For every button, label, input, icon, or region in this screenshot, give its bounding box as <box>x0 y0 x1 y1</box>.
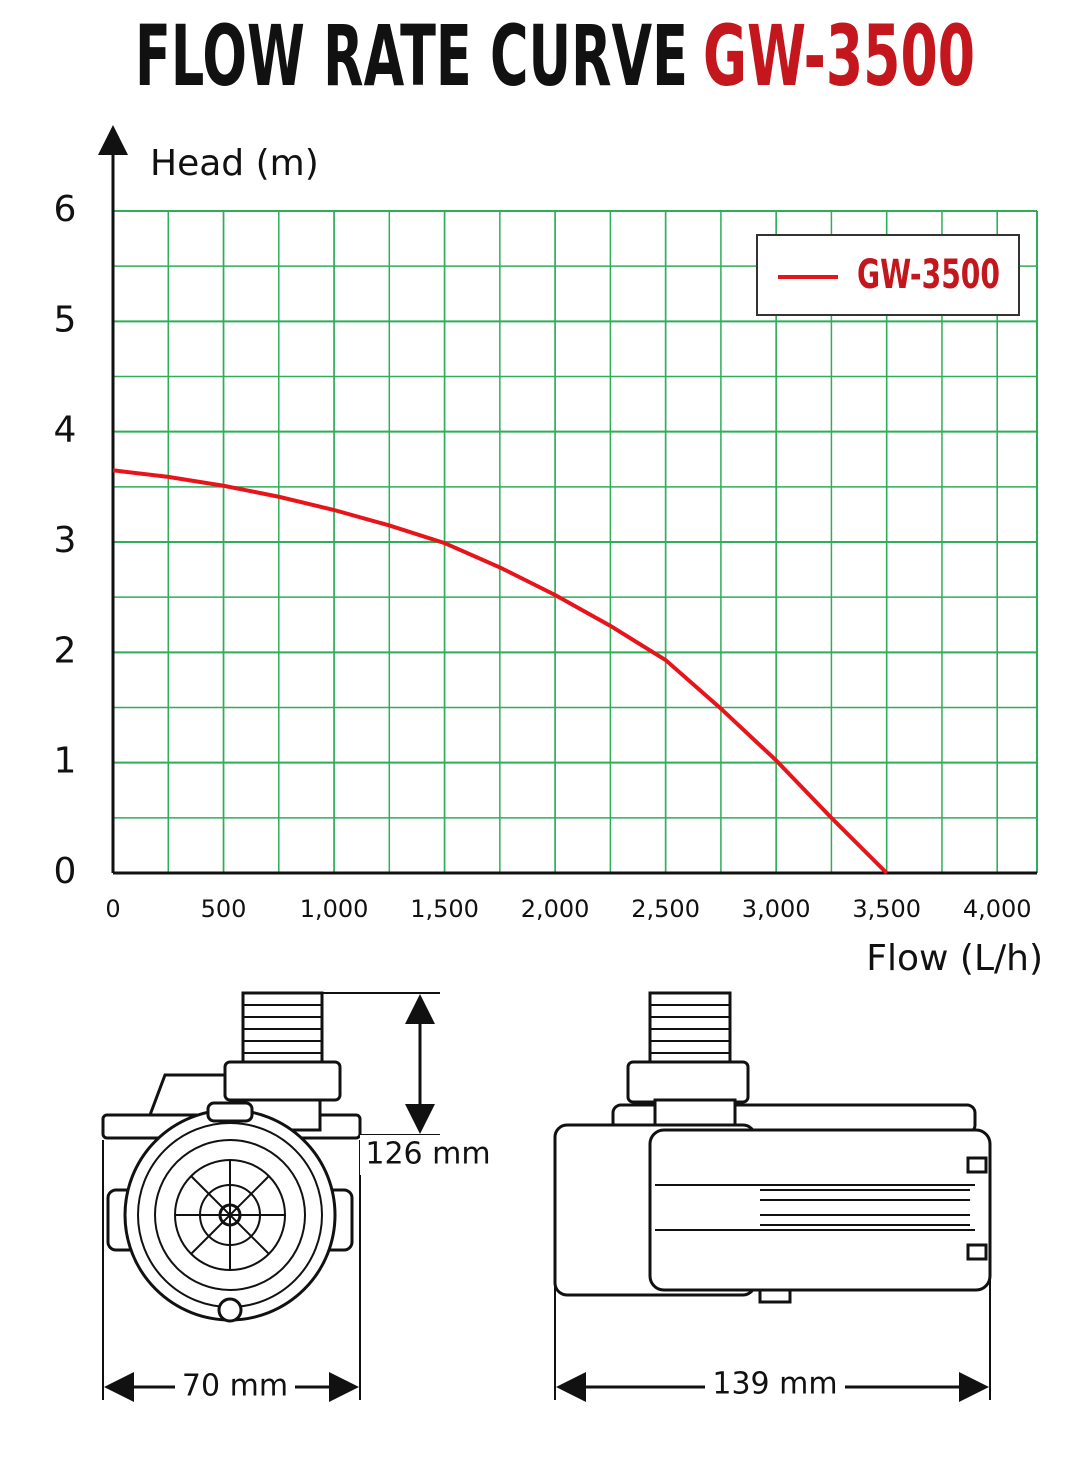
pump-drawings: 126 mm 70 mm 139 mm <box>101 991 992 1407</box>
y-tick-label: 2 <box>54 630 77 671</box>
length-dimension: 139 mm <box>712 1367 837 1402</box>
y-tick-label: 4 <box>54 410 77 451</box>
series-line <box>112 468 889 875</box>
pump-front-view <box>101 991 362 1323</box>
x-tick-label: 2,000 <box>521 895 590 923</box>
x-tick-label: 0 <box>105 895 120 923</box>
x-tick-label: 3,000 <box>742 895 811 923</box>
y-tick-label: 0 <box>54 851 77 892</box>
x-tick-label: 4,000 <box>963 895 1032 923</box>
chart-title: FLOW RATE CURVE <box>135 7 688 105</box>
x-tick-label: 500 <box>201 895 247 923</box>
x-tick-label: 2,500 <box>631 895 700 923</box>
y-tick-label: 5 <box>54 299 77 340</box>
x-axis-label: Flow (L/h) <box>866 938 1043 979</box>
y-tick-label: 6 <box>54 189 77 230</box>
width-dimension: 70 mm <box>182 1369 288 1404</box>
height-dimension: 126 mm <box>365 1137 490 1172</box>
y-tick-label: 1 <box>54 741 77 782</box>
legend-label: GW-3500 <box>857 252 1000 298</box>
chart-title-model: GW-3500 <box>703 7 975 105</box>
y-tick-label: 3 <box>54 520 77 561</box>
pump-side-view <box>553 991 992 1304</box>
x-tick-label: 1,000 <box>300 895 369 923</box>
x-tick-label: 1,500 <box>410 895 479 923</box>
x-tick-label: 3,500 <box>852 895 921 923</box>
y-axis-label: Head (m) <box>150 143 319 184</box>
